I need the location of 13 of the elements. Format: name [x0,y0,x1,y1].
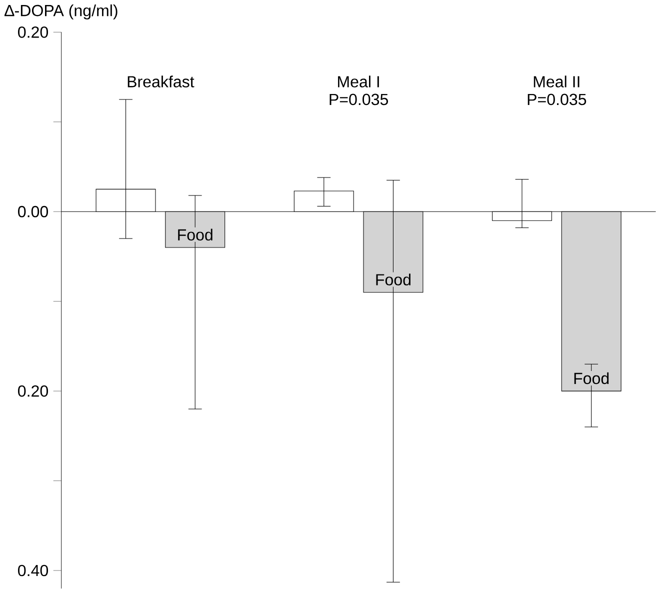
text: Food [574,372,609,384]
y-tick-label: 0.00 [18,206,48,218]
x-tick-label: Meal I [338,76,379,88]
x-tick-label: Breakfast [128,76,194,88]
y-tick-label: 0.20 [18,26,48,38]
x-tick-label: Meal II [534,76,580,88]
annotation: P=0.035 [330,94,388,106]
annotation: P=0.035 [528,94,586,106]
y-tick-label: 0.40 [18,564,48,576]
text: Food [376,274,410,286]
y-axis-title: ∆-DOPA (ng/ml) [4,4,118,20]
y-tick-label: 0.20 [18,386,48,397]
series-label: Food [178,228,212,241]
